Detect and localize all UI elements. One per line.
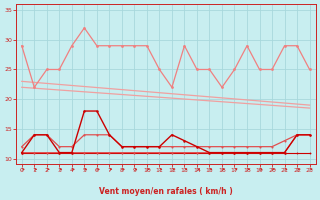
X-axis label: Vent moyen/en rafales ( km/h ): Vent moyen/en rafales ( km/h ) <box>99 187 233 196</box>
